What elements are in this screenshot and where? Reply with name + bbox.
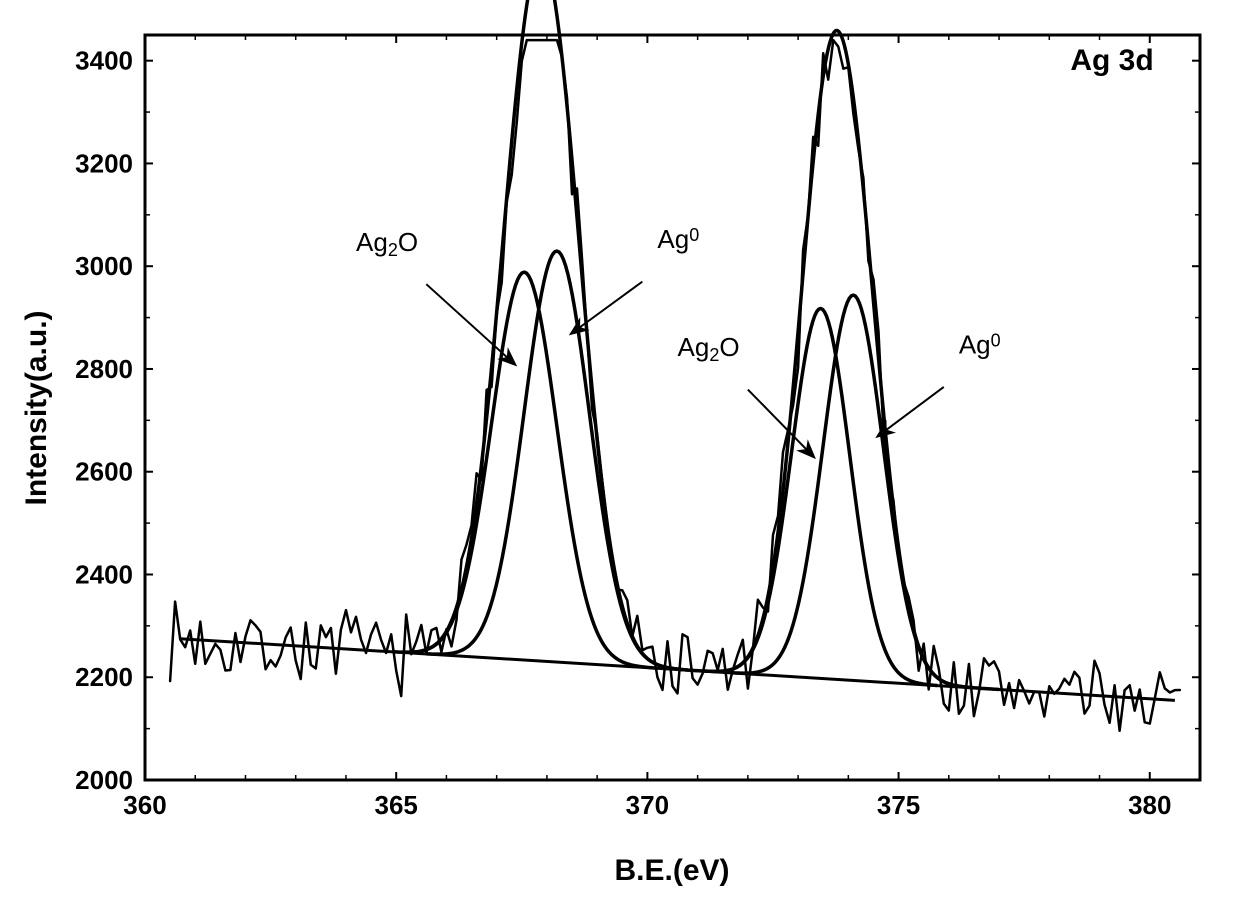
y-tick-label: 3200 — [75, 148, 133, 178]
x-axis-label: B.E.(eV) — [614, 854, 729, 887]
y-tick-label: 3400 — [75, 46, 133, 76]
plot-title: Ag 3d — [1070, 44, 1153, 77]
xps-chart: 3603653703753802000220024002600280030003… — [0, 0, 1240, 912]
y-tick-label: 2200 — [75, 662, 133, 692]
x-tick-label: 365 — [374, 790, 417, 820]
x-tick-label: 380 — [1128, 790, 1171, 820]
chart-bg — [0, 0, 1240, 912]
annotation-label: Ag2O — [356, 227, 418, 259]
x-tick-label: 375 — [877, 790, 920, 820]
y-tick-label: 3000 — [75, 251, 133, 281]
y-tick-label: 2800 — [75, 354, 133, 384]
y-axis-label: Intensity(a.u.) — [20, 310, 53, 505]
chart-svg: 3603653703753802000220024002600280030003… — [0, 0, 1240, 912]
y-tick-label: 2000 — [75, 765, 133, 795]
x-tick-label: 370 — [626, 790, 669, 820]
annotation-label: Ag2O — [678, 332, 740, 365]
y-tick-label: 2400 — [75, 559, 133, 589]
y-tick-label: 2600 — [75, 457, 133, 487]
